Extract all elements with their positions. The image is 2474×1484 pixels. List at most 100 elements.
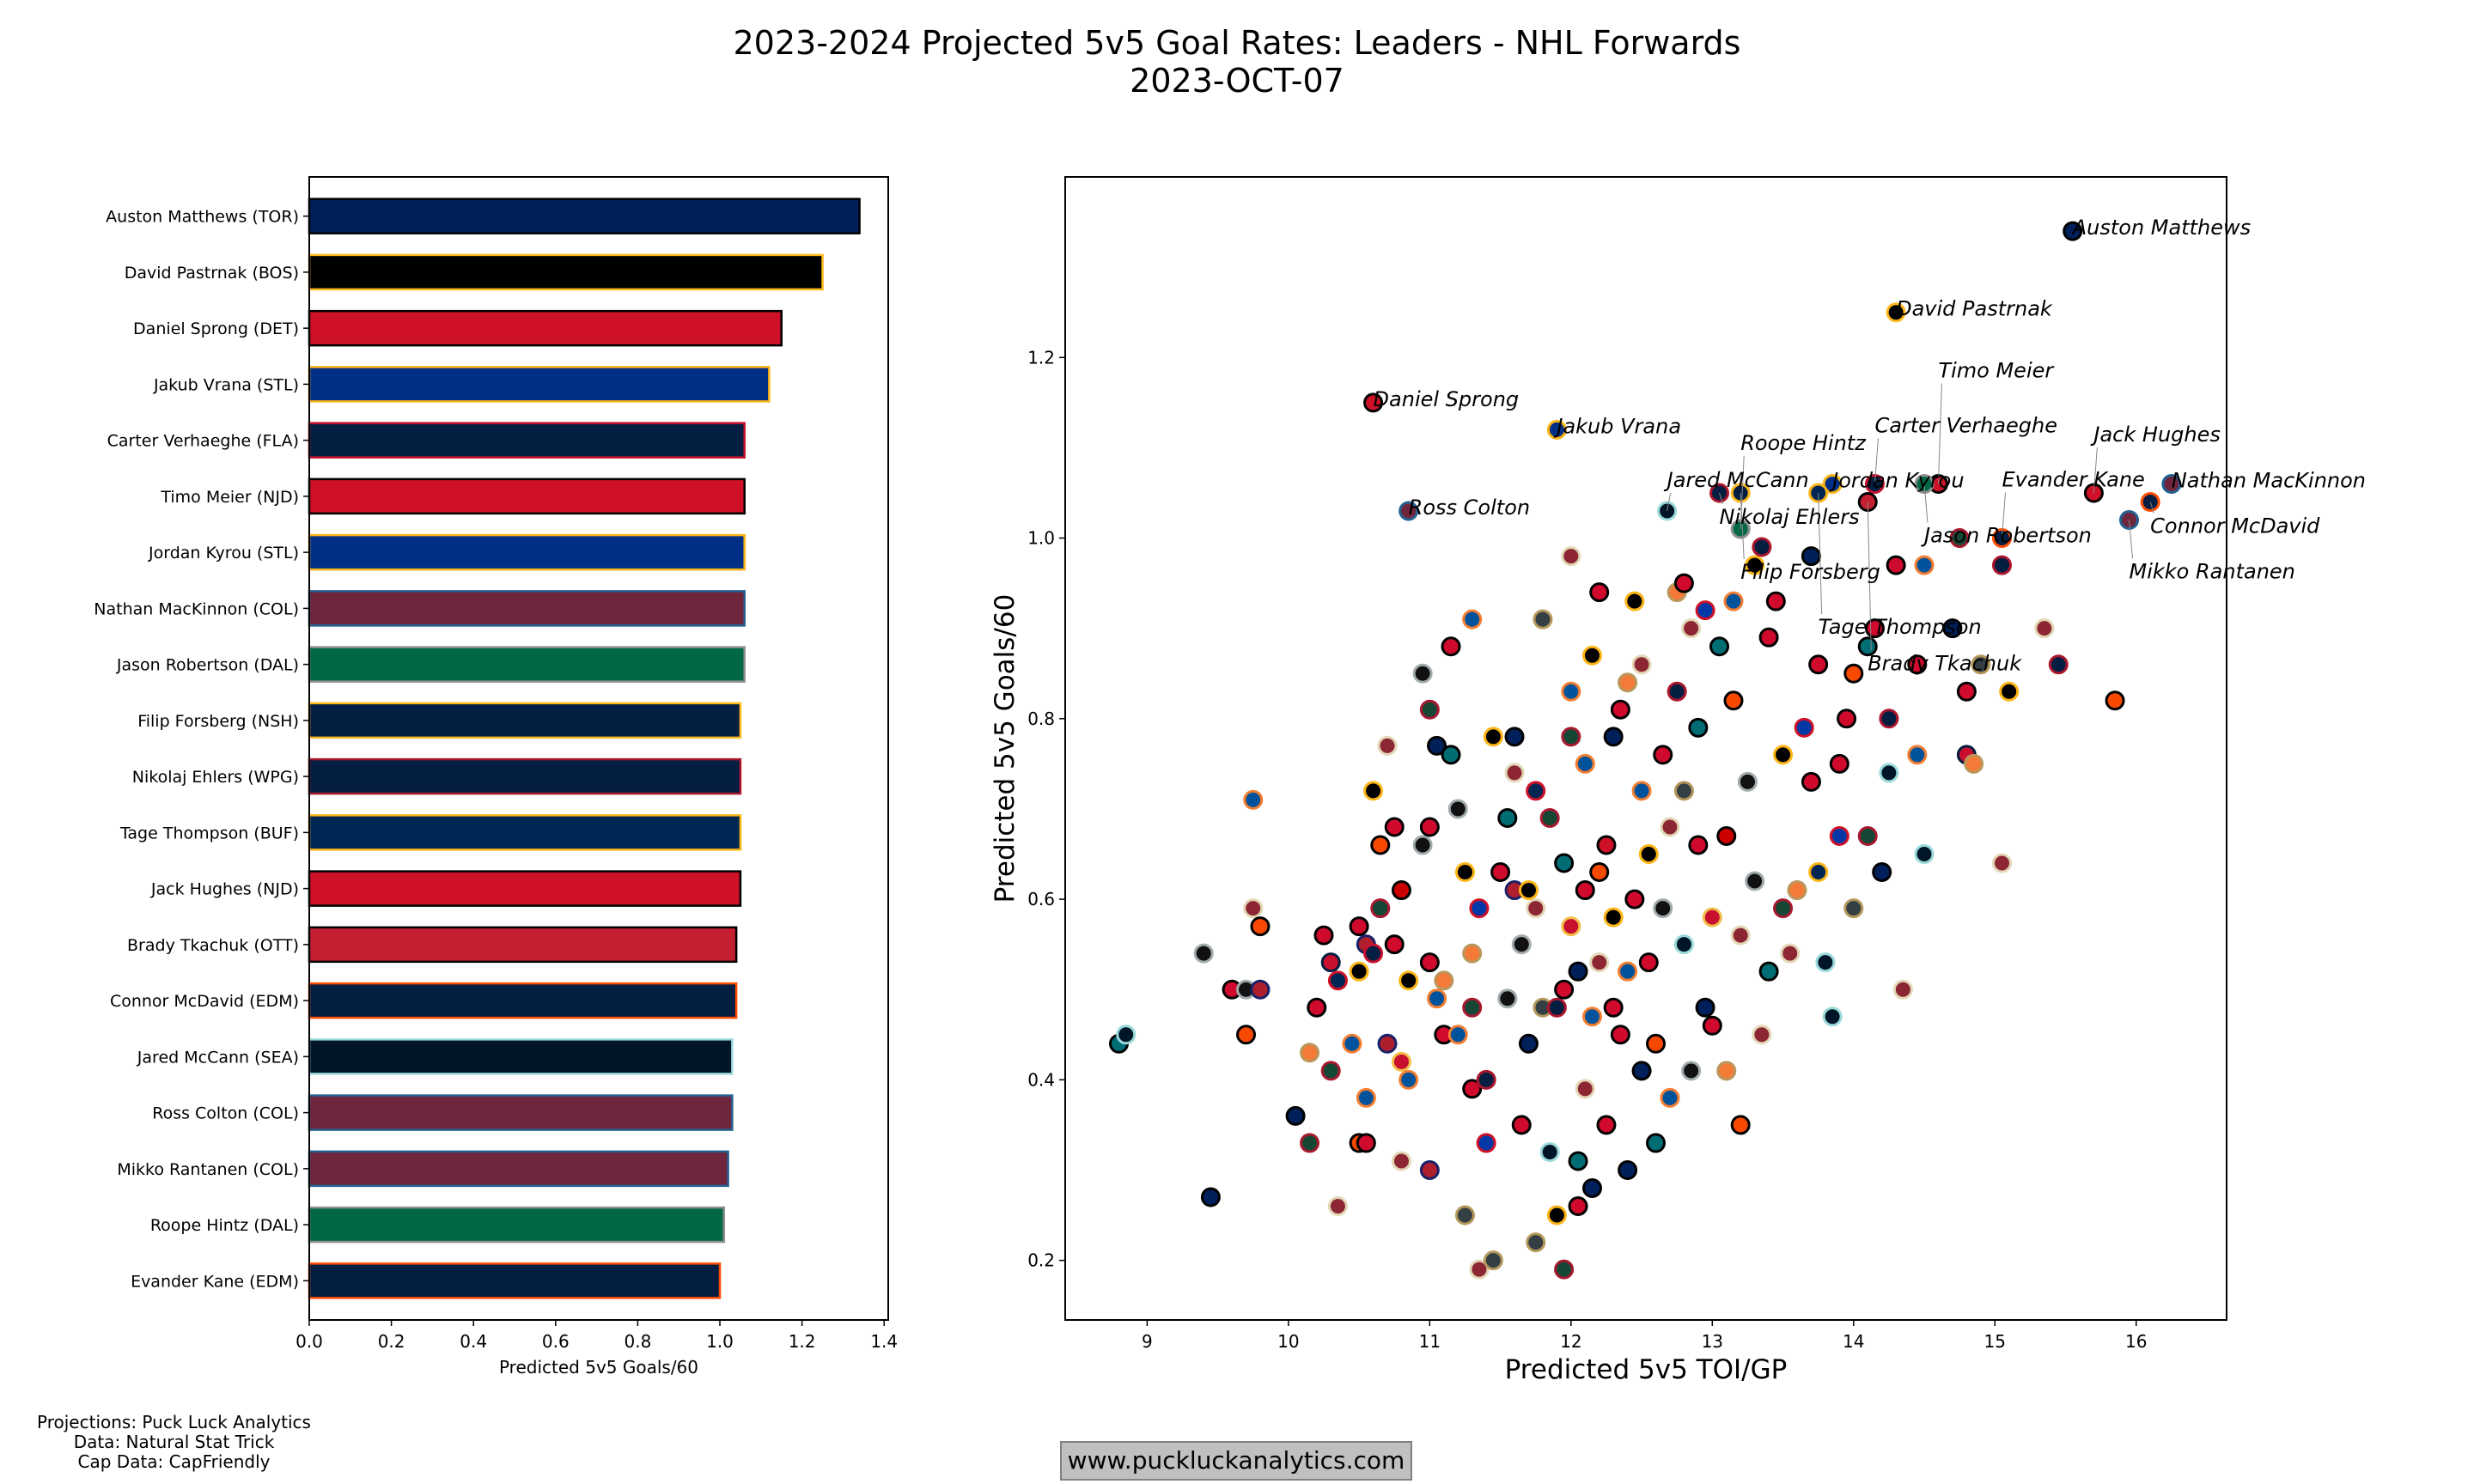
bar-label: Nikolaj Ehlers (WPG) (132, 768, 299, 787)
scatter-point (1822, 1007, 1843, 1027)
bar (308, 253, 824, 291)
scatter-point (1702, 1015, 1722, 1036)
scatter-point (1745, 871, 1765, 891)
scatter-point (1575, 753, 1595, 774)
scatter-point (1377, 735, 1398, 756)
leader-label: Connor McDavid (2150, 514, 2320, 538)
bar-label: Jordan Kyrou (STL) (148, 544, 299, 563)
scatter-point (1454, 1205, 1475, 1226)
scatter-point (1596, 835, 1617, 855)
scatter-point (1526, 898, 1546, 919)
scatter-point (1646, 1033, 1667, 1054)
scatter-point (1200, 1187, 1221, 1207)
scatter-point (1546, 1205, 1567, 1226)
scatter-point (1618, 1159, 1638, 1180)
x-tick-label: 0.6 (542, 1331, 570, 1352)
scatter-point (1999, 681, 2020, 702)
scatter-point (1646, 1133, 1667, 1153)
leader-connector (1867, 502, 1872, 651)
leader-connector (2001, 492, 2006, 538)
x-tick-label: 12 (1560, 1331, 1581, 1352)
leader-label: Carter Verhaeghe (1874, 413, 2057, 437)
scatter-y-axis-label: Predicted 5v5 Goals/60 (990, 594, 1021, 903)
scatter-point (1511, 934, 1532, 955)
bar (308, 1150, 729, 1188)
scatter-point (1603, 727, 1624, 747)
scatter-point (1758, 627, 1779, 648)
scatter-point (1441, 745, 1461, 765)
bar (308, 1094, 734, 1131)
scatter-point (1872, 862, 1892, 883)
leader-point (1546, 419, 1567, 440)
x-tick-label: 11 (1419, 1331, 1441, 1352)
scatter-point (1469, 898, 1490, 919)
leader-label: Jordan Kyrou (1829, 468, 1964, 492)
scatter-point (1638, 952, 1659, 973)
scatter-point (1320, 1061, 1341, 1081)
scatter-point (1377, 1033, 1398, 1054)
scatter-point (1773, 898, 1794, 919)
scatter-point (1964, 753, 1984, 774)
scatter-point (1575, 880, 1595, 901)
scatter-point (1942, 618, 1963, 639)
scatter-point (1554, 853, 1575, 873)
leader-label: Jack Hughes (2090, 423, 2220, 447)
bar-label: David Pastrnak (BOS) (125, 264, 299, 283)
scatter-point (1554, 1259, 1575, 1280)
y-tick-label: 0.8 (1027, 709, 1055, 729)
bar (308, 422, 746, 459)
website-watermark: www.puckluckanalytics.com (1060, 1441, 1412, 1481)
bar-label: Jared McCann (SEA) (137, 1048, 299, 1067)
scatter-point (1603, 907, 1624, 928)
scatter-point (1476, 1069, 1496, 1090)
scatter-point (1752, 1025, 1772, 1045)
scatter-point (1907, 745, 1928, 765)
scatter-point (1581, 1178, 1602, 1199)
bar-label: Brady Tkachuk (OTT) (127, 936, 299, 955)
scatter-point (1490, 862, 1511, 883)
scatter-point (1568, 961, 1588, 982)
scatter-point (1624, 889, 1645, 909)
scatter-point (1116, 1025, 1136, 1045)
bar-label: Jakub Vrana (STL) (153, 375, 299, 394)
scatter-point (1497, 988, 1518, 1009)
scatter-point (1533, 609, 1553, 629)
scatter-point (1843, 898, 1864, 919)
scatter-point (1243, 789, 1264, 810)
scatter-point (1327, 970, 1348, 991)
leader-point (1886, 302, 1906, 323)
leader-point (2063, 221, 2083, 241)
scatter-point (1327, 1196, 1348, 1217)
leader-label: Tage Thompson (1819, 615, 1982, 639)
x-tick-label: 1.4 (870, 1331, 898, 1352)
bar (308, 590, 746, 627)
scatter-point (1681, 618, 1702, 639)
scatter-point (1349, 961, 1369, 982)
scatter-point (1370, 835, 1391, 855)
scatter-point (1363, 781, 1384, 801)
scatter-point (1991, 555, 2012, 575)
scatter-point (1589, 582, 1610, 603)
scatter-point (1688, 717, 1709, 738)
scatter-point (1879, 709, 1899, 729)
bar-label: Connor McDavid (EDM) (110, 992, 299, 1011)
bar-label: Jack Hughes (NJD) (150, 880, 299, 899)
bar-label: Filip Forsberg (NSH) (137, 712, 299, 731)
scatter-point (1575, 1079, 1595, 1099)
scatter-point (1356, 1133, 1376, 1153)
scatter-point (1391, 1151, 1411, 1171)
bar-label: Mikko Rantanen (COL) (117, 1160, 299, 1179)
scatter-point (1320, 952, 1341, 973)
credit-data: Data: Natural Stat Trick (73, 1432, 275, 1452)
leader-label: Filip Forsberg (1740, 560, 1880, 584)
leader-connector (2149, 502, 2154, 514)
scatter-point (1419, 952, 1440, 973)
scatter-point (1653, 898, 1673, 919)
bar (308, 814, 742, 851)
scatter-point (1469, 1259, 1490, 1280)
scatter-point (1673, 573, 1694, 593)
scatter-point (1723, 690, 1744, 711)
scatter-point (1631, 654, 1652, 675)
scatter-point (1518, 1033, 1539, 1054)
scatter-point (1300, 1043, 1320, 1063)
